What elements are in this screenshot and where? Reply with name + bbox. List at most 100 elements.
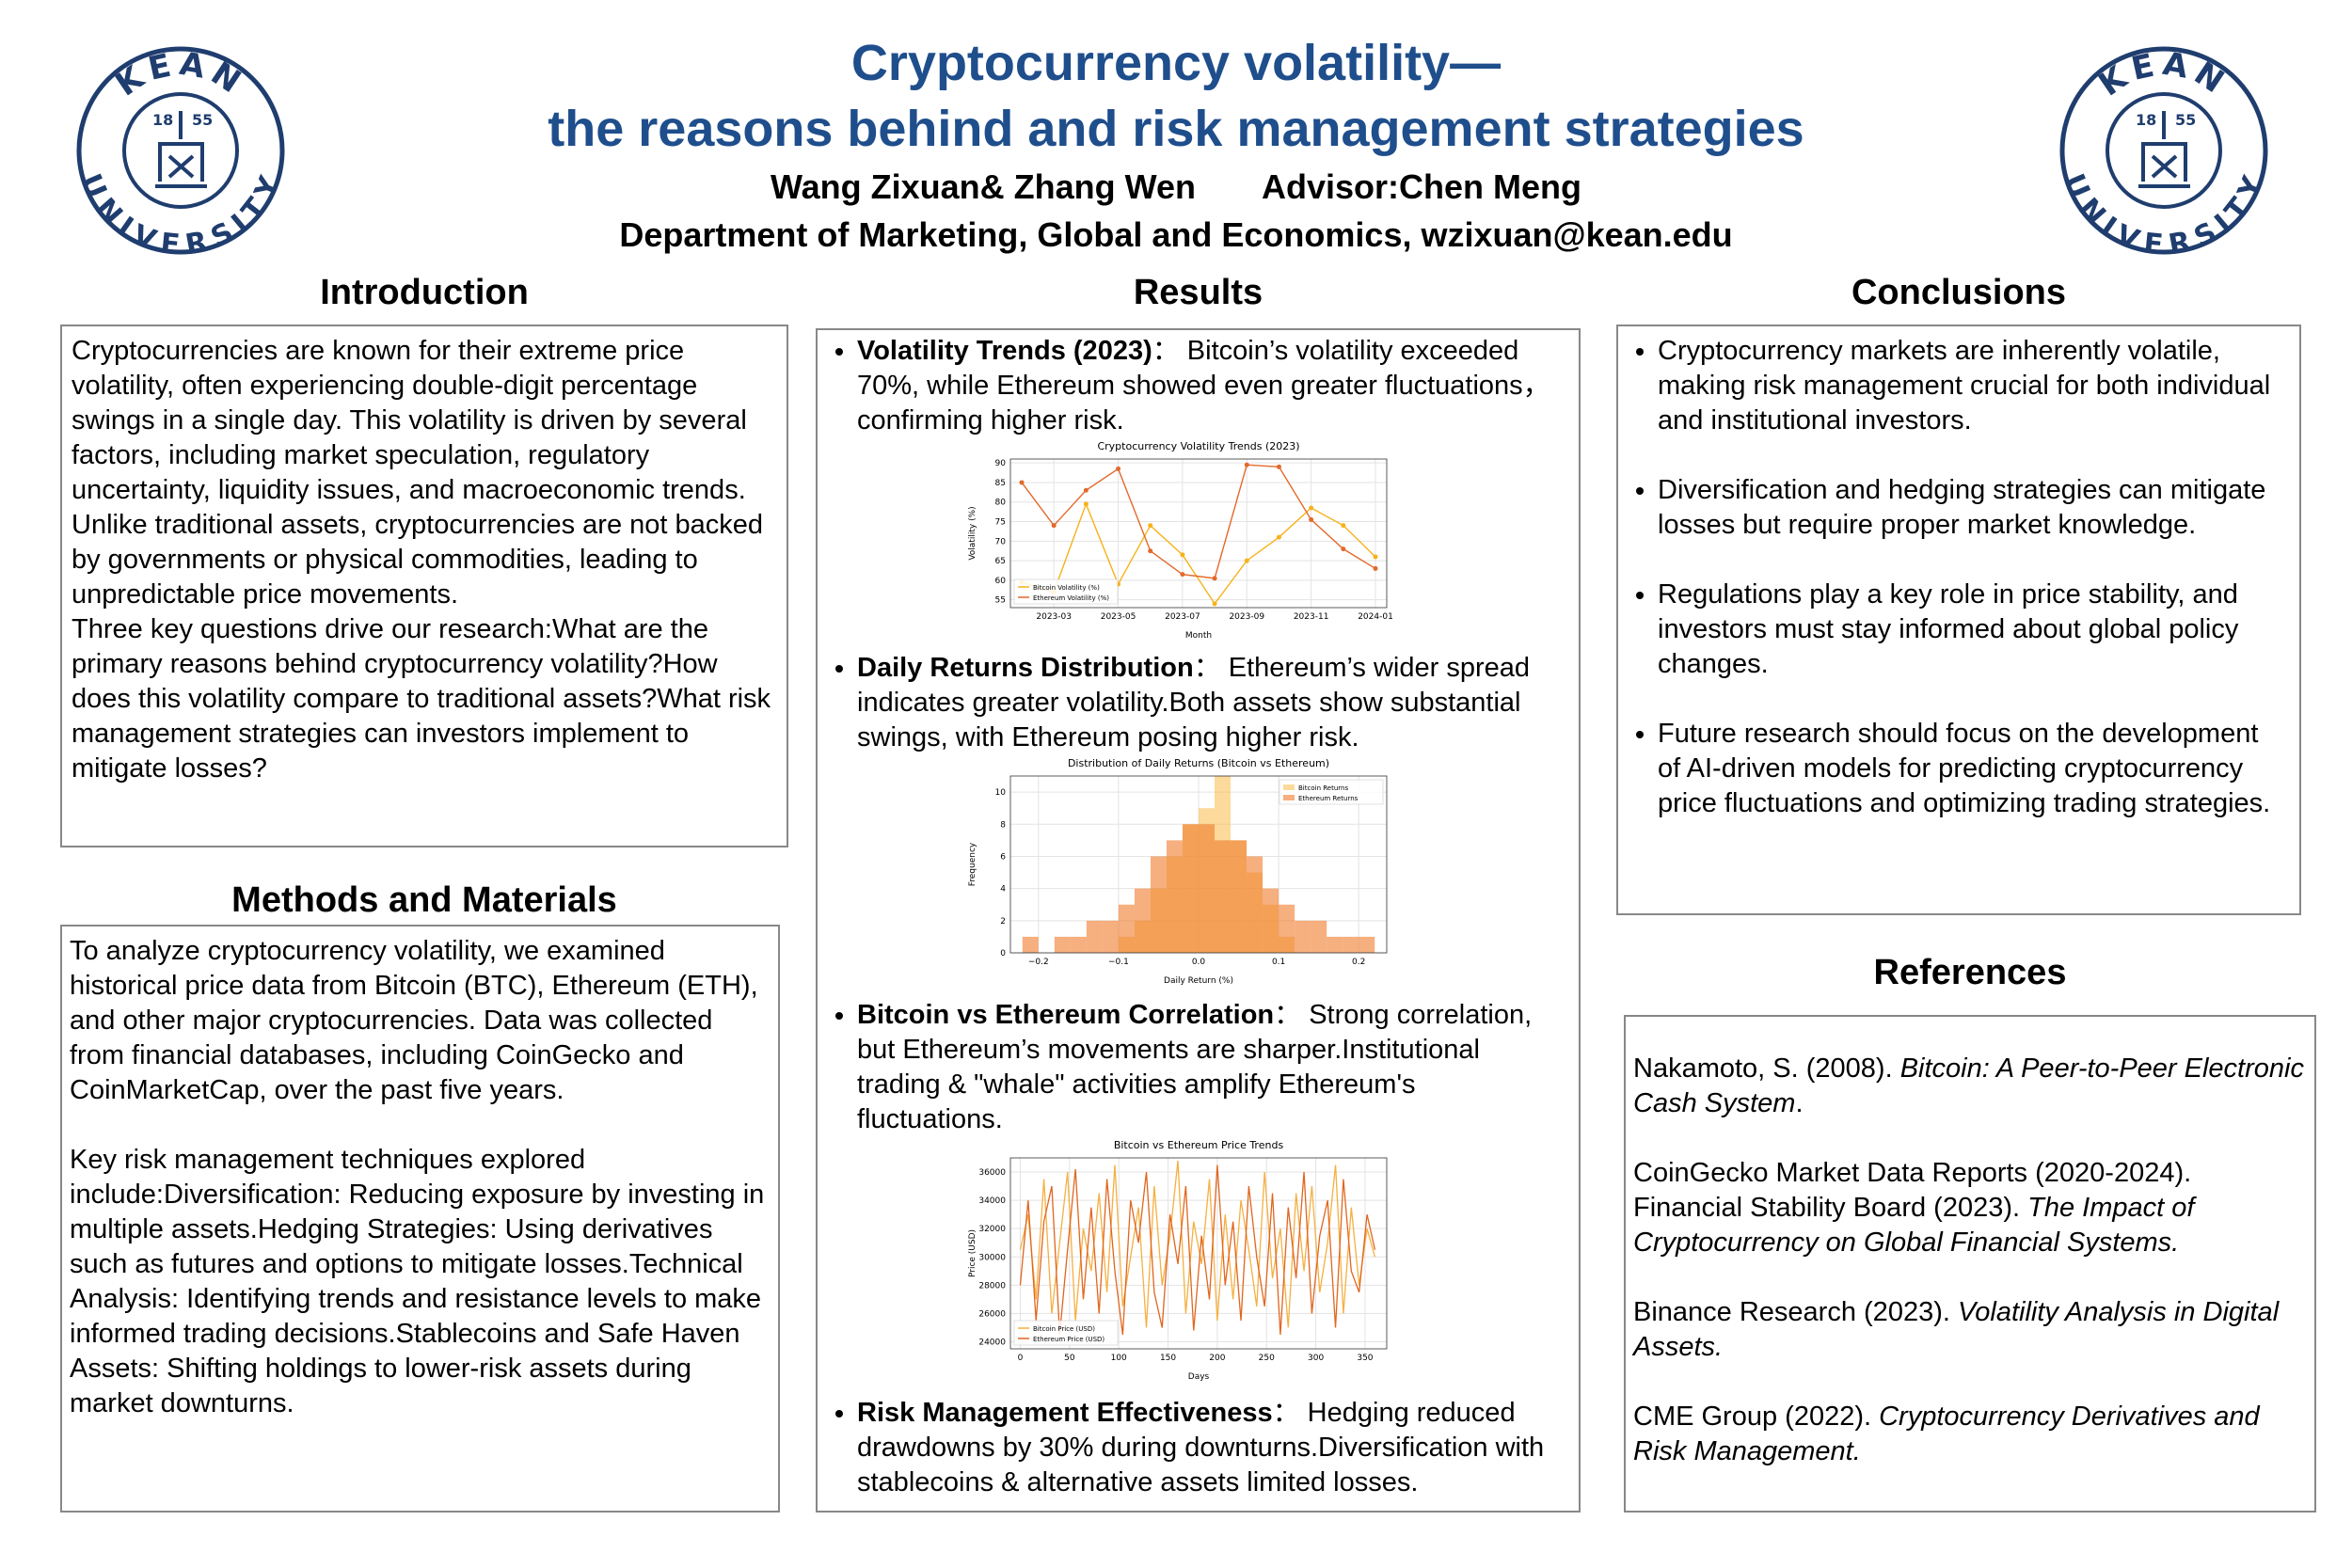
legend-label: Ethereum Returns bbox=[1298, 795, 1359, 802]
logo: KEAN UNIVERSITY 18 55 bbox=[2058, 45, 2268, 257]
histogram-bar bbox=[1231, 840, 1248, 953]
histogram-bar bbox=[1327, 936, 1343, 953]
logo-year: 55 bbox=[2175, 111, 2196, 129]
legend-label: Bitcoin Returns bbox=[1298, 784, 1348, 792]
x-tick-label: 250 bbox=[1259, 1354, 1275, 1363]
introduction-box: Cryptocurrencies are known for their ext… bbox=[60, 325, 788, 847]
results-list: Volatility Trends (2023)： Bitcoin’s vola… bbox=[818, 334, 1567, 1500]
reference-part: CME Group (2022). bbox=[1633, 1402, 1880, 1432]
y-tick-label: 60 bbox=[995, 577, 1007, 586]
marker bbox=[1244, 462, 1249, 467]
chart-title: Cryptocurrency Volatility Trends (2023) bbox=[1097, 440, 1299, 452]
marker bbox=[1116, 466, 1121, 471]
marker bbox=[1180, 552, 1185, 558]
y-tick-label: 6 bbox=[1000, 852, 1006, 862]
legend-box bbox=[1013, 578, 1119, 605]
marker bbox=[1373, 554, 1378, 560]
chart: Distribution of Daily Returns (Bitcoin v… bbox=[968, 757, 1388, 986]
advisor: Advisor:Chen Meng bbox=[1261, 167, 1581, 206]
reference-part: CoinGecko Market Data Reports (2020-2024… bbox=[1633, 1158, 2192, 1223]
marker bbox=[1309, 516, 1314, 522]
y-tick-label: 2 bbox=[1000, 917, 1006, 927]
result-item: Daily Returns Distribution： Ethereum’s w… bbox=[857, 651, 1567, 755]
x-tick-label: 300 bbox=[1308, 1354, 1324, 1363]
y-axis-label: Volatility (%) bbox=[968, 506, 977, 560]
histogram-bar bbox=[1054, 936, 1071, 953]
y-tick-label: 80 bbox=[995, 499, 1007, 508]
histogram-bar bbox=[1199, 824, 1216, 953]
result-label: Risk Management Effectiveness bbox=[857, 1398, 1273, 1428]
y-tick-label: 28000 bbox=[978, 1281, 1006, 1291]
y-axis-label: Frequency bbox=[968, 842, 977, 886]
logo-inner bbox=[2106, 92, 2222, 209]
histogram-bar bbox=[1311, 920, 1327, 953]
x-tick-label: 2024-01 bbox=[1358, 612, 1393, 622]
results-box: Volatility Trends (2023)： Bitcoin’s vola… bbox=[816, 328, 1581, 1513]
chart-title: Distribution of Daily Returns (Bitcoin v… bbox=[1068, 757, 1329, 769]
histogram-bar bbox=[1247, 856, 1263, 953]
marker bbox=[1083, 501, 1089, 507]
plot-frame bbox=[1009, 1157, 1388, 1350]
section-heading: References bbox=[1873, 953, 2067, 992]
histogram-bar bbox=[1086, 920, 1103, 953]
section-heading: Introduction bbox=[320, 273, 529, 312]
conclusion-item: Regulations play a key role in price sta… bbox=[1658, 578, 2288, 682]
y-tick-label: 4 bbox=[1000, 885, 1006, 895]
title: the reasons behind and risk management s… bbox=[548, 101, 1804, 157]
legend-swatch bbox=[1283, 784, 1295, 790]
marker bbox=[1148, 523, 1153, 529]
y-tick-label: 32000 bbox=[978, 1225, 1006, 1234]
result-label: Bitcoin vs Ethereum Correlation bbox=[857, 1000, 1275, 1030]
histogram-bar bbox=[1279, 904, 1295, 953]
histogram-bar bbox=[1118, 904, 1135, 953]
marker bbox=[1341, 523, 1346, 529]
histogram-bar bbox=[1022, 936, 1039, 953]
histogram-bar bbox=[1215, 840, 1232, 953]
result-text: ： Hedging reduced drawdowns by 30% durin… bbox=[857, 1398, 1545, 1497]
reference-part: The Impact of Cryptocurrency on Global F… bbox=[1633, 1193, 2195, 1258]
paragraph: To analyze cryptocurrency volatility, we… bbox=[70, 936, 758, 1105]
y-tick-label: 0 bbox=[1000, 949, 1006, 958]
histogram-bar bbox=[1150, 856, 1167, 953]
histogram-bar bbox=[1182, 824, 1199, 953]
x-tick-label: 150 bbox=[1160, 1354, 1176, 1363]
y-tick-label: 90 bbox=[995, 459, 1007, 468]
conclusion-item: Diversification and hedging strategies c… bbox=[1658, 473, 2288, 543]
section-heading: Methods and Materials bbox=[231, 880, 617, 920]
logo-year: 18 bbox=[152, 111, 173, 129]
logo-ring bbox=[76, 46, 285, 255]
department: Department of Marketing, Global and Econ… bbox=[619, 215, 1733, 254]
x-tick-label: 100 bbox=[1111, 1354, 1127, 1363]
marker bbox=[1148, 548, 1153, 554]
chart-title: Bitcoin vs Ethereum Price Trends bbox=[1114, 1139, 1284, 1151]
logo-ring bbox=[2059, 46, 2268, 255]
marker bbox=[1212, 576, 1217, 581]
y-tick-label: 34000 bbox=[978, 1196, 1006, 1206]
reference-part: Bitcoin: A Peer-to-Peer Electronic Cash … bbox=[1633, 1053, 2304, 1118]
plot-frame bbox=[1009, 458, 1388, 609]
chart-holder: Cryptocurrency Volatility Trends (2023) M… bbox=[818, 438, 1567, 645]
histogram-bar bbox=[1134, 888, 1151, 953]
legend-box bbox=[1279, 779, 1384, 805]
x-tick-label: −0.2 bbox=[1028, 958, 1049, 967]
result-label: Daily Returns Distribution bbox=[857, 653, 1194, 683]
histogram-bar bbox=[1359, 936, 1375, 953]
x-tick-label: 350 bbox=[1357, 1354, 1373, 1363]
x-tick-label: 200 bbox=[1209, 1354, 1225, 1363]
y-tick-label: 30000 bbox=[978, 1253, 1006, 1262]
legend-label: Bitcoin Volatility (%) bbox=[1033, 584, 1100, 592]
x-tick-label: 2023-07 bbox=[1165, 612, 1200, 622]
y-tick-label: 85 bbox=[995, 479, 1006, 488]
y-tick-label: 26000 bbox=[978, 1309, 1006, 1319]
x-tick-label: 0.1 bbox=[1272, 958, 1285, 967]
section-heading: Results bbox=[1133, 273, 1263, 312]
marker bbox=[1180, 572, 1185, 578]
x-axis-label: Month bbox=[1185, 631, 1212, 641]
plot-frame bbox=[1009, 775, 1388, 954]
chart: Bitcoin vs Ethereum Price Trends Days Pric… bbox=[968, 1139, 1388, 1382]
chart: Cryptocurrency Volatility Trends (2023) M… bbox=[968, 440, 1393, 641]
logo-emblem bbox=[155, 111, 207, 188]
paragraph: Three key questions drive our research:W… bbox=[72, 614, 771, 784]
y-tick-label: 24000 bbox=[978, 1338, 1006, 1347]
logo-year: 55 bbox=[192, 111, 213, 129]
